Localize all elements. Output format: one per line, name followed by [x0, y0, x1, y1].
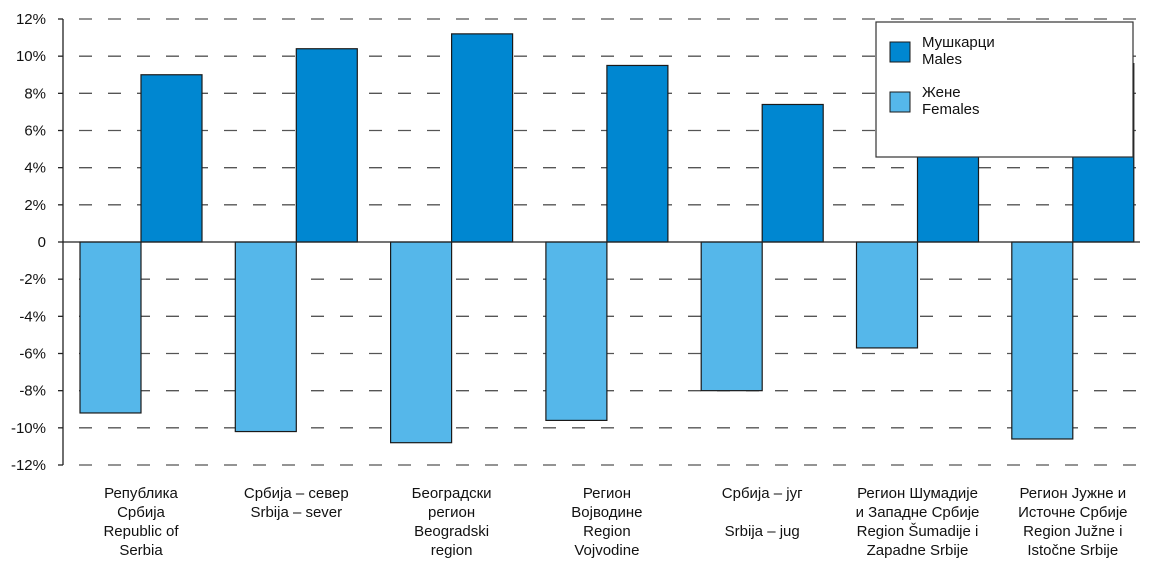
x-category-label: Република — [104, 485, 178, 502]
x-category-label: Србија – север — [244, 485, 349, 502]
bar-females — [234, 241, 297, 433]
x-category-label: Republic of — [103, 523, 179, 540]
x-category-label: Region Šumadije i — [857, 523, 979, 540]
x-category-label: Istočne Srbije — [1027, 542, 1118, 559]
x-category-label: Регион Јужне и — [1019, 485, 1126, 502]
bar-females — [700, 241, 763, 392]
y-tick-label: -12% — [11, 457, 46, 474]
x-category-label: Srbija – jug — [725, 523, 800, 540]
x-category-label: Srbija – sever — [250, 504, 342, 521]
y-tick-label: 6% — [24, 123, 46, 140]
x-category-label: Регион — [583, 485, 631, 502]
legend-swatch-males — [889, 41, 911, 63]
bar-females — [1011, 241, 1074, 440]
y-tick-label: 10% — [16, 48, 46, 65]
legend-label: Мушкарци — [922, 34, 995, 51]
bar-females — [545, 241, 608, 421]
y-tick-label: 12% — [16, 11, 46, 28]
legend-swatch-females — [889, 91, 911, 113]
bar-females — [855, 241, 919, 349]
y-tick-label: 8% — [24, 85, 46, 102]
y-tick-label: 4% — [24, 160, 46, 177]
x-category-label: Zapadne Srbije — [867, 542, 969, 559]
x-category-label: Војводине — [571, 504, 642, 521]
y-tick-label: 2% — [24, 197, 46, 214]
x-category-label: Region — [583, 523, 631, 540]
bar-males — [140, 74, 203, 243]
bar-females — [390, 241, 453, 444]
x-category-label: Источне Србије — [1018, 504, 1127, 521]
bar-males — [761, 103, 824, 243]
x-category-label: Србија — [117, 504, 165, 521]
y-tick-label: -8% — [19, 383, 46, 400]
bar-females — [79, 241, 142, 414]
x-category-label: Region Južne i — [1023, 523, 1122, 540]
bar-males — [606, 64, 669, 243]
x-category-label: Регион Шумадије — [857, 485, 978, 502]
x-category-label: Vojvodine — [574, 542, 639, 559]
legend-label: Жене — [922, 84, 961, 101]
y-tick-label: -2% — [19, 271, 46, 288]
x-category-label: Serbia — [119, 542, 163, 559]
bar-males — [295, 48, 358, 243]
legend-label: Females — [922, 101, 980, 118]
bar-males — [451, 33, 514, 243]
legend-label: Males — [922, 51, 962, 68]
x-category-label: и Западне Србије — [856, 504, 980, 521]
legend-box — [875, 21, 1134, 158]
x-category-label: Србија – југ — [722, 485, 803, 502]
x-category-label: Beogradski — [414, 523, 489, 540]
y-tick-label: 0 — [38, 234, 46, 251]
y-tick-label: -6% — [19, 346, 46, 363]
x-category-label: Београдски — [412, 485, 492, 502]
y-tick-label: -10% — [11, 420, 46, 437]
y-tick-label: -4% — [19, 308, 46, 325]
x-category-label: region — [431, 542, 473, 559]
x-category-label: регион — [428, 504, 475, 521]
